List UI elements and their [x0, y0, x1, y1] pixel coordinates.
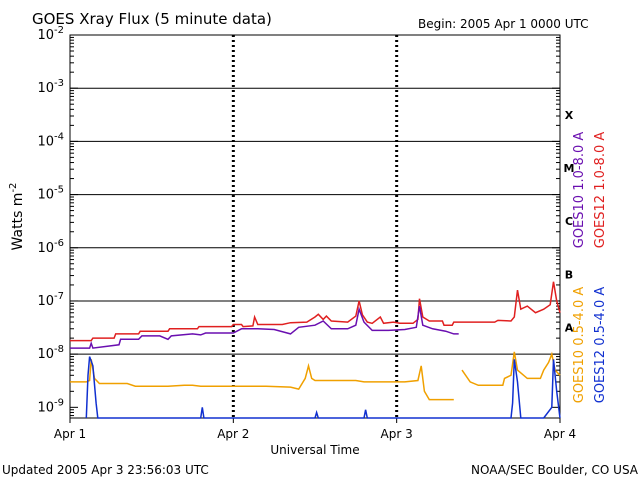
begin-label: Begin: 2005 Apr 1 0000 UTC [418, 17, 589, 31]
y-tick-label: 10-5 [37, 185, 64, 203]
class-label: M [564, 162, 575, 175]
series-line [70, 281, 561, 342]
series-line [85, 356, 561, 419]
plot-frame [69, 34, 561, 419]
x-tick-label: Apr 4 [544, 427, 576, 441]
y-tick-label: 10-4 [37, 131, 64, 149]
credit-label: NOAA/SEC Boulder, CO USA [471, 463, 639, 477]
class-label: B [565, 268, 573, 281]
legend-entry: GOES12 1.0-8.0 A [593, 132, 608, 249]
y-tick-label: 10-2 [37, 25, 64, 43]
x-axis-label: Universal Time [270, 443, 359, 457]
class-label: C [565, 215, 573, 228]
class-label: A [565, 322, 574, 335]
y-tick-label: 10-6 [37, 238, 64, 256]
legend-entry: GOES12 0.5-4.0 A [593, 287, 608, 404]
class-label: X [565, 109, 574, 122]
y-tick-label: 10-7 [37, 291, 64, 309]
series-line [461, 351, 561, 387]
y-tick-label: 10-9 [37, 397, 64, 415]
x-tick-label: Apr 2 [217, 427, 249, 441]
x-tick-label: Apr 3 [381, 427, 413, 441]
y-tick-label: 10-3 [37, 78, 64, 96]
chart-title: GOES Xray Flux (5 minute data) [32, 10, 272, 28]
legend-entry: GOES10 1.0-8.0 A [572, 132, 587, 249]
x-tick-label: Apr 1 [54, 427, 86, 441]
series-line [70, 305, 459, 349]
updated-timestamp: Updated 2005 Apr 3 23:56:03 UTC [2, 463, 209, 477]
legend-entry: GOES10 0.5-4.0 A [572, 287, 587, 404]
y-axis-label: Watts m-2 [8, 183, 26, 251]
y-tick-label: 10-8 [37, 344, 64, 362]
series-line [70, 359, 454, 401]
